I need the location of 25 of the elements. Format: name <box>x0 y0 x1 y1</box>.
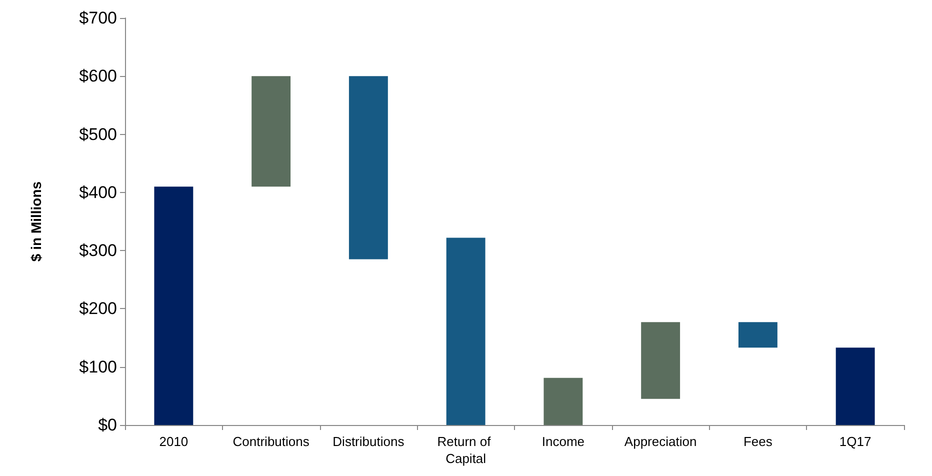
bar <box>836 348 875 425</box>
y-tick-label: $500 <box>79 124 117 144</box>
bar <box>446 238 486 425</box>
x-tick-label: Return of Capital <box>437 434 494 466</box>
x-tick-label: 1Q17 <box>839 434 872 449</box>
x-tick-label: Distributions <box>332 434 405 449</box>
bar <box>348 76 388 260</box>
x-tick-label: Fees <box>743 434 773 449</box>
y-axis-title: $ in Millions <box>28 181 44 262</box>
bar <box>641 322 680 399</box>
bar <box>252 76 291 187</box>
y-tick-label: $300 <box>79 241 117 260</box>
y-tick-label: $700 <box>79 8 117 28</box>
x-tick-label: 2010 <box>159 434 188 449</box>
y-tick-label: $600 <box>79 66 117 86</box>
bar <box>544 378 583 425</box>
bar <box>738 322 778 348</box>
x-tick-label: Income <box>542 434 585 449</box>
x-tick-label: Contributions <box>232 434 310 449</box>
x-tick-label: Appreciation <box>624 434 697 449</box>
y-tick-label: $0 <box>98 416 117 434</box>
y-tick-label: $200 <box>79 299 117 318</box>
y-tick-label: $400 <box>79 182 117 202</box>
bar <box>154 186 194 425</box>
y-tick-label: $100 <box>79 357 117 376</box>
